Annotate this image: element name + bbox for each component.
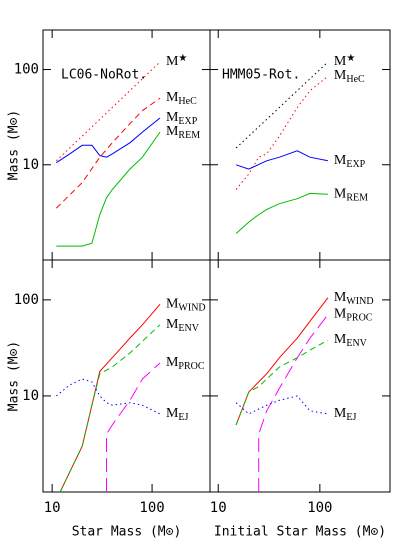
x-axis-label: Initial Star Mass (M⊙) [214, 525, 386, 540]
series-line [258, 314, 329, 492]
annotation: LC06-NoRot. [61, 68, 147, 83]
series-line [235, 150, 328, 170]
y-tick-label: 10 [22, 157, 39, 173]
series-line [106, 362, 161, 492]
series-line [59, 324, 161, 492]
series-line [235, 61, 329, 149]
series-line [235, 395, 328, 415]
series-line [235, 75, 329, 190]
series-label: MHeC [166, 90, 197, 107]
series-line [235, 297, 329, 426]
series-label: MWIND [334, 290, 374, 307]
series-line [56, 117, 161, 164]
series-label: MEJ [334, 406, 357, 423]
series-label: M★ [334, 53, 355, 69]
y-tick-label: 100 [14, 62, 39, 78]
series-line [55, 97, 161, 209]
panel-frame [209, 29, 391, 261]
series-label: MWIND [166, 296, 206, 313]
series-label: MREM [334, 186, 368, 203]
series-label: MPROC [166, 355, 205, 372]
series-label: MEXP [334, 153, 366, 170]
x-tick-label: 10 [44, 500, 61, 516]
series-line [235, 192, 328, 234]
x-tick-label: 100 [139, 500, 164, 516]
panel-frame [42, 259, 211, 493]
series-label: M★ [166, 53, 187, 69]
series-label: MEJ [166, 406, 189, 423]
series-label: MPROC [334, 307, 373, 324]
series-label: MHeC [334, 68, 365, 85]
series-line [55, 61, 161, 162]
y-tick-label: 100 [14, 292, 39, 308]
series-label: MENV [166, 317, 200, 334]
panel-frame [209, 259, 391, 493]
x-tick-label: 10 [210, 500, 227, 516]
series-line [55, 378, 161, 415]
series-label: MENV [334, 332, 368, 349]
series-line [59, 303, 161, 492]
y-tick-label: 10 [22, 388, 39, 404]
series-line [235, 339, 329, 426]
annotation: HMM05-Rot. [222, 68, 300, 83]
y-axis-label: Mass (M⊙) [7, 341, 22, 411]
series-line [56, 131, 161, 247]
x-tick-label: 100 [307, 500, 332, 516]
y-axis-label: Mass (M⊙) [7, 110, 22, 180]
series-label: MEXP [166, 110, 198, 127]
x-axis-label: Star Mass (M⊙) [72, 525, 182, 540]
series-label: MREM [166, 124, 200, 141]
